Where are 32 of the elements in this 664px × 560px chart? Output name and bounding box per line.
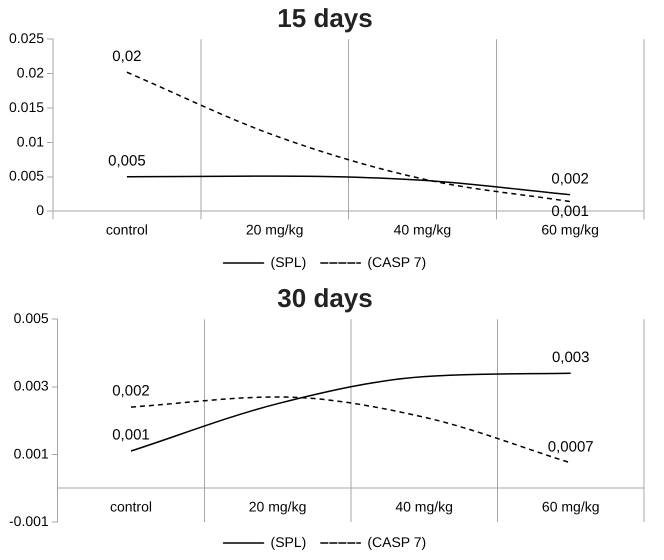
x-tick-label: 60 mg/kg bbox=[542, 498, 600, 514]
data-label: 0,0007 bbox=[548, 438, 594, 456]
x-tick-label: 60 mg/kg bbox=[541, 221, 599, 238]
legend-label: (CASP 7) bbox=[367, 254, 426, 270]
data-label: 0,005 bbox=[108, 152, 146, 170]
y-tick-label: 0.003 bbox=[14, 378, 49, 394]
y-tick-label: -0.001 bbox=[8, 512, 49, 529]
chart-title: 30 days bbox=[277, 282, 373, 313]
data-label: 0,02 bbox=[112, 48, 142, 65]
x-tick-label: 20 mg/kg bbox=[248, 498, 306, 514]
y-tick-label: 0.025 bbox=[8, 30, 44, 46]
y-tick-label: 0.02 bbox=[16, 64, 44, 80]
x-tick-label: 40 mg/kg bbox=[395, 498, 453, 514]
y-tick-label: 0.001 bbox=[14, 445, 49, 462]
legend-label: (SPL) bbox=[270, 534, 306, 550]
data-label: 0,003 bbox=[552, 348, 590, 366]
data-label: 0,001 bbox=[112, 426, 150, 444]
data-label: 0,002 bbox=[551, 170, 589, 188]
x-tick-label: control bbox=[110, 498, 152, 514]
y-tick-label: 0.01 bbox=[16, 133, 44, 150]
x-tick-label: 20 mg/kg bbox=[246, 221, 304, 238]
data-label: 0,002 bbox=[112, 382, 150, 400]
legend-label: (SPL) bbox=[270, 254, 306, 270]
x-tick-label: 40 mg/kg bbox=[394, 221, 452, 238]
chart-title: 15 days bbox=[277, 2, 373, 33]
x-tick-label: control bbox=[106, 221, 148, 238]
data-label: 0,001 bbox=[551, 203, 589, 220]
legend-label: (CASP 7) bbox=[367, 534, 426, 550]
y-tick-label: 0.015 bbox=[8, 98, 44, 115]
y-tick-label: 0.005 bbox=[14, 310, 49, 326]
y-tick-label: 0.005 bbox=[8, 168, 44, 184]
y-tick-label: 0 bbox=[36, 202, 44, 218]
